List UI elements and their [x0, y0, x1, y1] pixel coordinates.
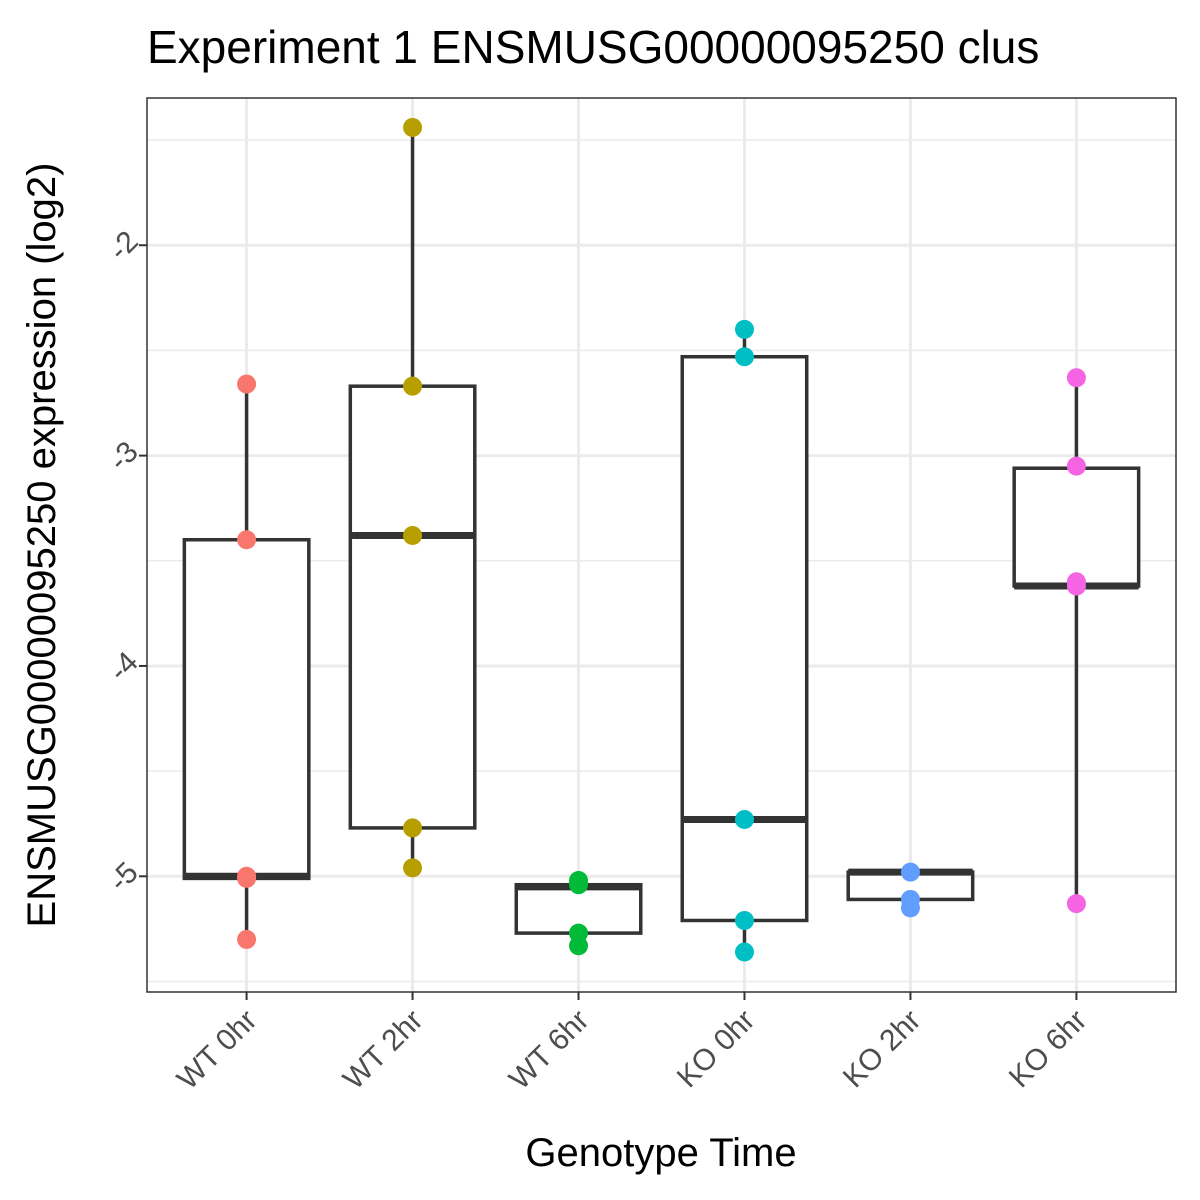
- data-point: [237, 374, 257, 394]
- data-point: [569, 875, 589, 895]
- data-point: [1066, 894, 1086, 914]
- panel-background: [147, 98, 1176, 992]
- data-point: [403, 376, 423, 396]
- data-point: [403, 818, 423, 838]
- box-rect: [182, 537, 311, 881]
- plot-panel: [146, 97, 1177, 993]
- box-group: [182, 384, 311, 940]
- box-rect: [348, 384, 477, 830]
- data-point: [734, 910, 754, 930]
- data-point: [1066, 368, 1086, 388]
- box-rect: [680, 354, 809, 923]
- data-point: [734, 810, 754, 830]
- data-point: [734, 347, 754, 367]
- data-point: [1066, 576, 1086, 596]
- data-point: [569, 936, 589, 956]
- data-point: [734, 942, 754, 962]
- box-group: [1012, 377, 1141, 904]
- data-point: [900, 862, 920, 882]
- data-point: [403, 526, 423, 546]
- box-group: [680, 329, 809, 953]
- data-point: [237, 929, 257, 949]
- data-point: [734, 319, 754, 339]
- box-rect: [1012, 466, 1141, 588]
- y-axis-title: ENSMUSG00000095250 expression (log2): [20, 163, 64, 928]
- chart-title: Experiment 1 ENSMUSG00000095250 clus: [147, 21, 1039, 73]
- data-point: [237, 868, 257, 888]
- x-axis-title: Genotype Time: [525, 1131, 796, 1175]
- data-point: [403, 858, 423, 878]
- data-point: [900, 898, 920, 918]
- panel-border: [146, 97, 1177, 993]
- data-point: [403, 117, 423, 137]
- box-group: [348, 127, 477, 868]
- points-layer: [237, 117, 1086, 962]
- data-point: [237, 530, 257, 550]
- data-point: [1066, 456, 1086, 476]
